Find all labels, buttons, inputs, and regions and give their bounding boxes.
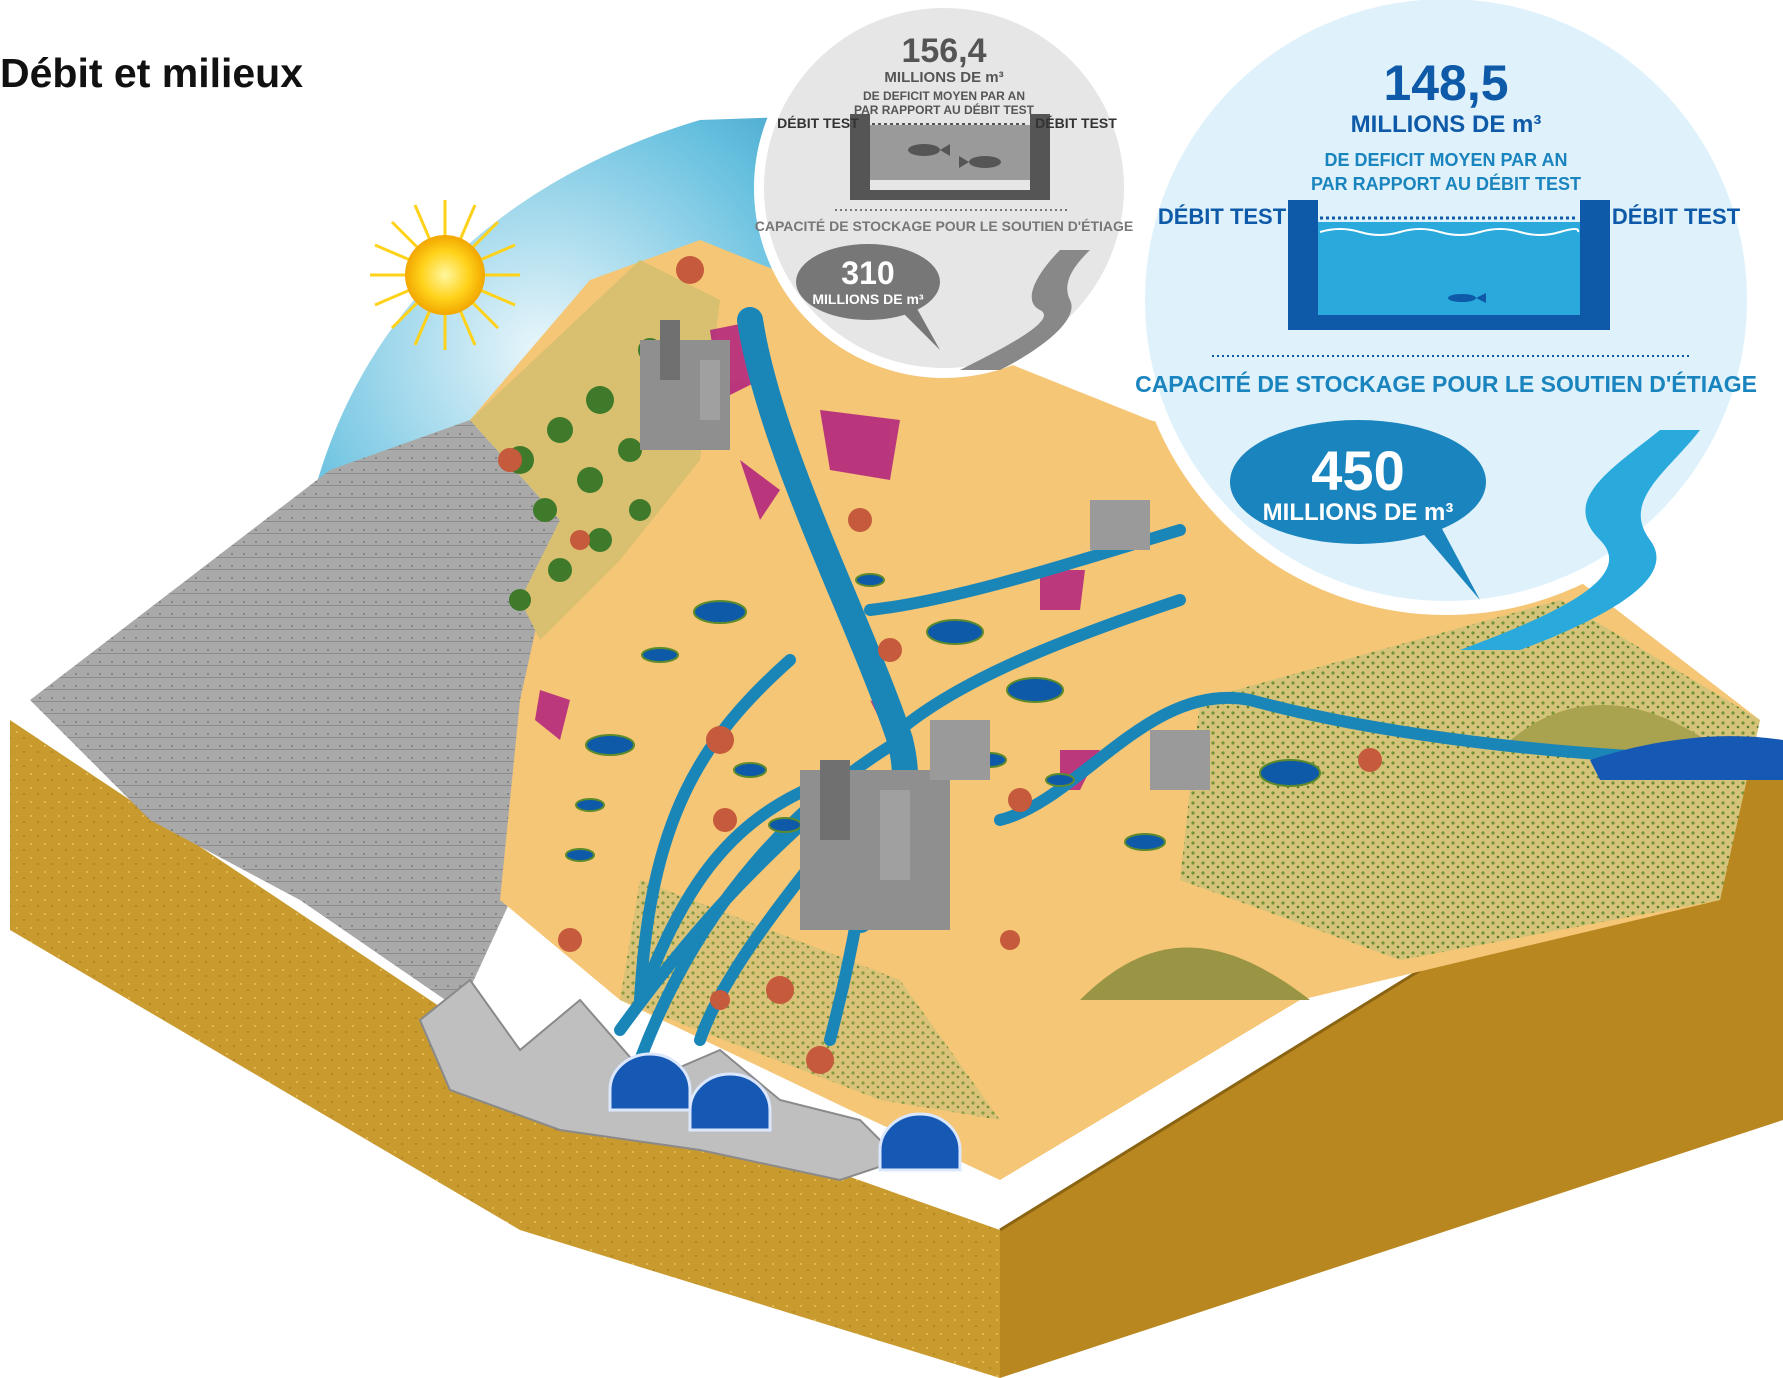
reservoir-icon (565, 573, 1321, 862)
current-deficit-text-1: DE DEFICIT MOYEN PAR AN (1324, 150, 1567, 170)
rocky-plateau (30, 420, 560, 1010)
village-icon (498, 256, 1382, 1074)
future-channel-diagram (850, 114, 1050, 200)
dam-icon (608, 1052, 962, 1172)
current-test-right: DÉBIT TEST (1612, 204, 1741, 229)
current-deficit-value: 148,5 (1383, 55, 1508, 111)
future-storage-value: 310 (841, 255, 894, 291)
current-deficit-unit: MILLIONS DE m³ (1351, 111, 1542, 138)
soil-left-side (10, 720, 1000, 1378)
future-scenario-bubble: 156,4 MILLIONS DE m³ DE DEFICIT MOYEN PA… (754, 0, 1134, 378)
future-deficit-value: 156,4 (901, 32, 986, 70)
river-icon (1460, 430, 1700, 650)
future-deficit-text-2: PAR RAPPORT AU DÉBIT TEST (854, 102, 1035, 117)
fish-icon (1448, 293, 1486, 303)
current-storage-value: 450 (1311, 439, 1404, 502)
sun-icon (370, 200, 520, 350)
right-river-outlet (1590, 736, 1783, 780)
city-icon (640, 320, 1210, 930)
page-title: Débit et milieux (0, 50, 304, 96)
future-test-left: DÉBIT TEST (777, 115, 859, 131)
future-deficit-text-1: DE DEFICIT MOYEN PAR AN (863, 89, 1025, 103)
meadow-lower (620, 880, 1000, 1120)
hill-right (1080, 947, 1310, 1000)
current-storage-label: CAPACITÉ DE STOCKAGE POUR LE SOUTIEN D'É… (1135, 370, 1757, 397)
future-storage-label: CAPACITÉ DE STOCKAGE POUR LE SOUTIEN D'É… (755, 218, 1134, 234)
river-icon (960, 250, 1090, 370)
current-storage-unit: MILLIONS DE m³ (1263, 499, 1454, 526)
future-deficit-unit: MILLIONS DE m³ (884, 69, 1003, 86)
future-storage-unit: MILLIONS DE m³ (812, 291, 924, 307)
fish-icon (908, 144, 1001, 168)
meadow-right (1180, 600, 1760, 960)
current-deficit-text-2: PAR RAPPORT AU DÉBIT TEST (1311, 173, 1581, 194)
current-channel-diagram (1288, 200, 1610, 330)
future-test-right: DÉBIT TEST (1035, 115, 1117, 131)
hill-far-right (1500, 705, 1720, 750)
current-scenario-bubble: 148,5 MILLIONS DE m³ DE DEFICIT MOYEN PA… (1131, 0, 1761, 650)
current-test-left: DÉBIT TEST (1158, 204, 1287, 229)
